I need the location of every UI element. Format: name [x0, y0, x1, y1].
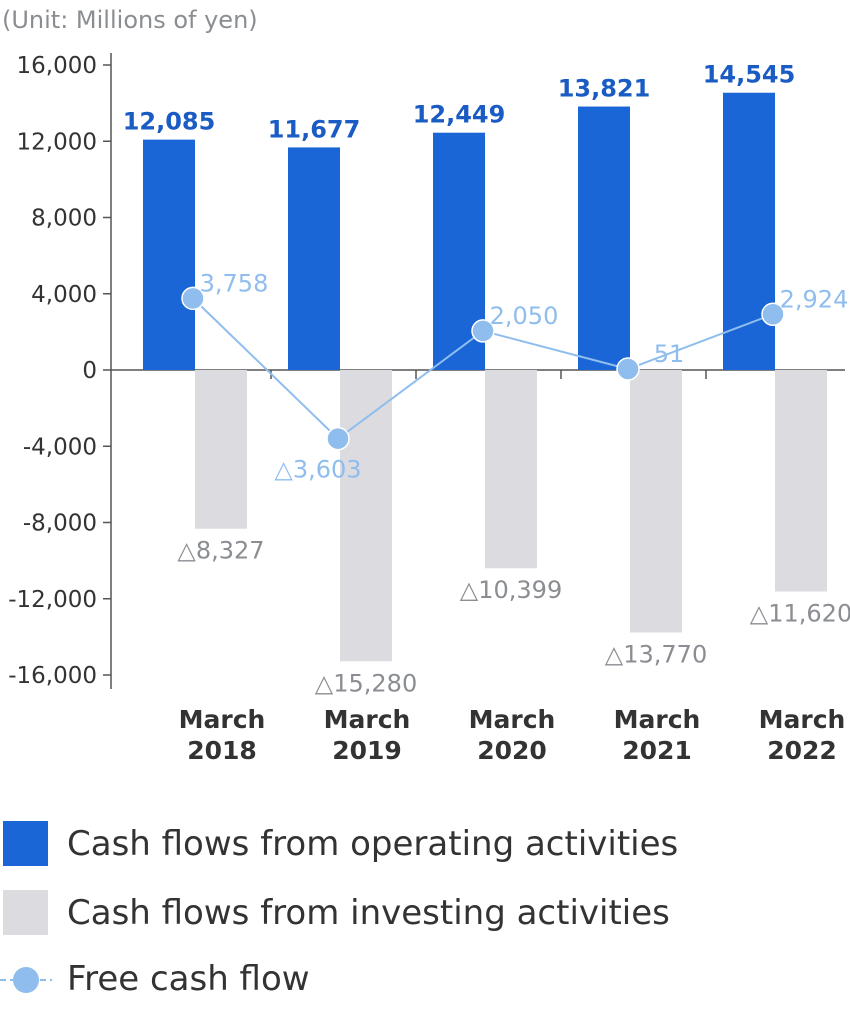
legend-investing-label: Cash flows from investing activities	[67, 893, 670, 933]
y-tick-label: 8,000	[31, 206, 97, 232]
free-cash-flow-point	[616, 357, 640, 381]
free-cash-flow-point	[326, 426, 350, 451]
investing-bar	[485, 370, 537, 569]
operating-value-label: 13,821	[558, 75, 651, 103]
free-cash-flow-point	[761, 302, 785, 327]
investing-value-label: △10,399	[460, 576, 562, 604]
investing-bar	[195, 370, 247, 529]
investing-value-label: △13,770	[605, 640, 707, 668]
investing-value-label: △8,327	[177, 537, 264, 565]
investing-value-label: △15,280	[315, 669, 417, 697]
investing-value-label: △11,620	[750, 600, 850, 628]
operating-value-label: 12,449	[413, 101, 506, 129]
x-category-label: 2022	[767, 736, 837, 765]
x-category-label: 2018	[187, 736, 257, 765]
operating-value-label: 14,545	[703, 61, 796, 89]
y-tick-label: -8,000	[23, 511, 97, 537]
operating-bar	[288, 147, 340, 370]
legend-operating-label: Cash flows from operating activities	[67, 824, 679, 864]
x-category-label: March	[469, 705, 556, 734]
x-category-label: March	[614, 705, 701, 734]
free-cash-flow-value-label: 2,050	[490, 302, 559, 330]
free-cash-flow-value-label: 2,924	[780, 285, 849, 313]
y-tick-label: 16,000	[17, 53, 97, 79]
investing-bar	[340, 370, 392, 662]
y-tick-label: 12,000	[17, 129, 97, 155]
legend-operating: Cash flows from operating activities	[0, 815, 850, 875]
operating-value-label: 11,677	[268, 115, 361, 143]
free-cash-flow-value-label: 51	[654, 340, 685, 368]
y-tick-label: -4,000	[23, 434, 97, 460]
x-category-label: 2021	[622, 736, 692, 765]
investing-swatch	[3, 890, 48, 935]
operating-bar	[578, 106, 630, 371]
legend-free-cash-flow-label: Free cash flow	[67, 959, 310, 999]
x-category-label: 2020	[477, 736, 547, 765]
y-tick-label: -12,000	[8, 587, 97, 613]
y-tick-label: -16,000	[8, 663, 97, 689]
legend-investing: Cash flows from investing activities	[0, 884, 850, 944]
operating-value-label: 12,085	[123, 108, 216, 136]
x-category-label: March	[324, 705, 411, 734]
free-cash-flow-value-label: △3,603	[274, 456, 361, 484]
cash-flow-chart: (Unit: Millions of yen) 16,000 12,000 8,00…	[2, 6, 850, 765]
operating-bar	[143, 139, 195, 370]
operating-swatch	[3, 821, 48, 866]
operating-bar	[723, 92, 775, 371]
y-tick-label: 4,000	[31, 282, 97, 308]
x-category-label: March	[759, 705, 846, 734]
free-cash-flow-line-marker-icon	[0, 967, 52, 993]
x-category-label: 2019	[332, 736, 402, 765]
investing-bar	[775, 370, 827, 592]
free-cash-flow-point	[181, 286, 205, 311]
free-cash-flow-point	[471, 319, 495, 343]
free-cash-flow-value-label: 3,758	[200, 269, 269, 297]
unit-label: (Unit: Millions of yen)	[2, 6, 258, 34]
legend-free-cash-flow: Free cash flow	[0, 950, 850, 1010]
x-category-label: March	[179, 705, 266, 734]
investing-bar	[630, 370, 682, 633]
y-tick-label: 0	[82, 358, 97, 384]
